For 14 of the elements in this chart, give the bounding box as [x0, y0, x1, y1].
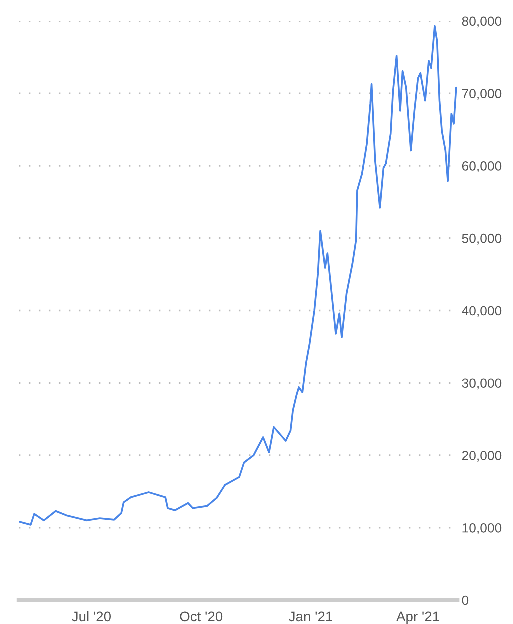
y-tick-label: 40,000: [462, 306, 502, 318]
x-tick-label: Jan '21: [289, 612, 332, 622]
y-tick-label: 30,000: [462, 378, 502, 390]
y-tick-label: 50,000: [462, 234, 502, 245]
y-tick-label: 10,000: [462, 523, 502, 534]
y-tick-label: 60,000: [462, 162, 502, 172]
x-tick-label: Oct '20: [180, 612, 223, 622]
x-tick-label: Jul '20: [72, 611, 111, 622]
line-series: [19, 25, 458, 526]
x-tick-label: Apr '21: [396, 612, 440, 624]
y-tick-label: 70,000: [462, 89, 502, 100]
y-tick-label: 80,000: [462, 16, 502, 28]
y-tick-label: 20,000: [462, 451, 502, 462]
y-tick-label: 0: [462, 596, 469, 606]
